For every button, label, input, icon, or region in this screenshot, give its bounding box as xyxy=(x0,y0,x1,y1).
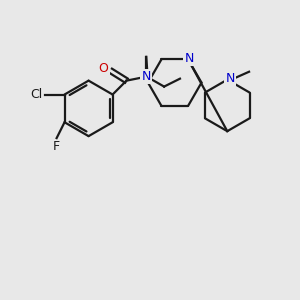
Text: O: O xyxy=(99,62,109,75)
Text: N: N xyxy=(226,72,235,85)
Text: N: N xyxy=(184,52,194,65)
Text: Cl: Cl xyxy=(31,88,43,101)
Text: F: F xyxy=(53,140,60,152)
Text: N: N xyxy=(142,70,151,83)
